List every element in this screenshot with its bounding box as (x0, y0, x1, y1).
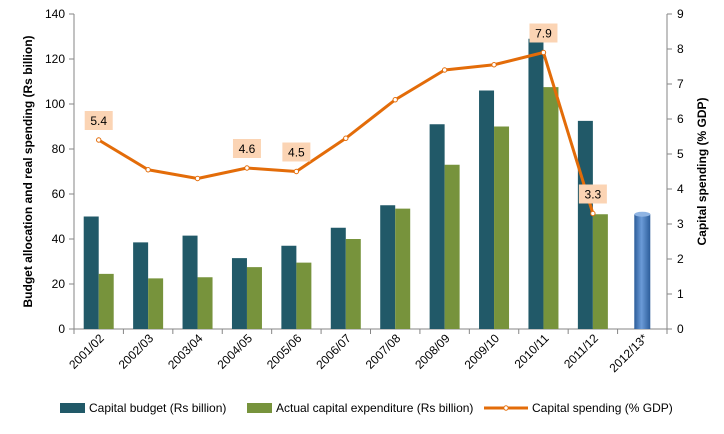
bar-capital-budget (83, 216, 99, 329)
bar-capital-budget (577, 120, 593, 329)
bar-capital-budget (231, 258, 247, 329)
y-tick-label: 20 (52, 277, 66, 291)
x-tick-label: 2007/08 (363, 331, 404, 372)
legend: Capital budget (Rs billion) Actual capita… (60, 401, 673, 415)
line-point (293, 168, 300, 175)
y2-tick-label: 5 (677, 147, 684, 161)
y-tick-label: 100 (45, 97, 65, 111)
y-axis-title: Budget allocation and real spending (Rs … (21, 35, 35, 307)
bar-actual-expenditure (543, 87, 559, 329)
bar-actual-expenditure (197, 277, 213, 329)
x-tick-label: 2005/06 (264, 331, 305, 372)
y-tick-label: 80 (52, 142, 66, 156)
x-tick-label: 2002/03 (116, 331, 157, 372)
bar-actual-expenditure (444, 164, 460, 329)
bar-actual-expenditure (296, 262, 312, 329)
line-point (96, 137, 102, 143)
y2-tick-label: 8 (677, 42, 684, 56)
x-tick-label: 2004/05 (214, 331, 255, 372)
data-labels-layer: 5.4 4.6 4.5 7.9 3.3 (84, 23, 607, 204)
data-label-box (282, 142, 311, 162)
y2-axis-title: Capital spending (% GDP) (695, 97, 709, 245)
data-label: 5.4 (90, 114, 107, 128)
bar-actual-expenditure (494, 126, 510, 329)
x-tick-label: 2008/09 (412, 331, 453, 372)
bar-actual-expenditure (345, 239, 361, 329)
data-label: 7.9 (535, 27, 552, 41)
bar-actual-expenditure (592, 214, 608, 329)
data-label-box (232, 139, 261, 158)
x-tick-label: 2011/12 (561, 331, 601, 371)
bar-capital-budget (479, 90, 495, 329)
line-point (343, 135, 349, 141)
line-point (491, 62, 497, 68)
bar-capital-budget (281, 245, 297, 329)
data-label: 4.6 (239, 142, 256, 156)
y-tick-label: 120 (45, 52, 65, 66)
bar-capital-budget (528, 38, 544, 329)
bar-actual-expenditure (246, 267, 262, 329)
y-tick-label: 0 (58, 322, 65, 336)
data-label-box (529, 23, 558, 43)
bar-capital-budget (429, 124, 445, 329)
bar-actual-expenditure (148, 278, 164, 329)
legend-actual-expenditure-swatch (247, 403, 272, 413)
y2-tick-label: 2 (677, 252, 684, 266)
data-label: 4.5 (288, 146, 305, 160)
y2-tick-label: 4 (677, 182, 684, 196)
x-tick-label: 2006/07 (313, 331, 354, 372)
line-point (441, 67, 448, 73)
line-point (392, 97, 398, 103)
x-tick-label: 2012/13* (607, 331, 651, 375)
bars-layer (83, 38, 651, 329)
bar-capital-budget (380, 205, 396, 329)
y-tick-label: 40 (52, 232, 66, 246)
bar-actual-expenditure (98, 273, 114, 329)
y-tick-label: 60 (52, 187, 66, 201)
line-point (590, 210, 596, 217)
x-tick-label: 2009/10 (462, 331, 503, 372)
bar-actual-expenditure (395, 208, 411, 329)
y2-tick-label: 3 (677, 217, 684, 231)
y2-tick-label: 1 (677, 287, 684, 301)
bar-projection (634, 214, 651, 329)
line-point (540, 49, 547, 56)
x-tick-label: 2010/11 (512, 331, 552, 371)
line-point (145, 167, 151, 173)
y2-tick-label: 0 (677, 322, 684, 336)
bar-capital-budget (330, 227, 346, 329)
y-tick-label: 140 (45, 7, 65, 21)
data-label-box (84, 111, 113, 130)
legend-capital-budget-swatch (60, 403, 85, 413)
bar-projection-cap (634, 211, 651, 217)
line-point (194, 175, 201, 182)
line-point (244, 165, 250, 171)
line-capital-spending (97, 51, 595, 214)
data-label-box (578, 184, 607, 204)
x-tick-label: 2001/02 (66, 331, 107, 372)
legend-capital-budget-label: Capital budget (Rs billion) (89, 401, 226, 415)
bar-capital-budget (182, 235, 198, 329)
y2-tick-label: 7 (677, 77, 684, 91)
line-layer (96, 49, 596, 217)
x-tick-label: 2003/04 (165, 331, 206, 372)
y2-tick-label: 6 (677, 112, 684, 126)
legend-actual-expenditure-label: Actual capital expenditure (Rs billion) (276, 401, 473, 415)
legend-capital-spending-label: Capital spending (% GDP) (532, 401, 673, 415)
y2-tick-label: 9 (677, 7, 684, 21)
bar-capital-budget (133, 242, 149, 329)
data-label: 3.3 (585, 188, 602, 202)
legend-capital-spending-marker (503, 405, 509, 411)
